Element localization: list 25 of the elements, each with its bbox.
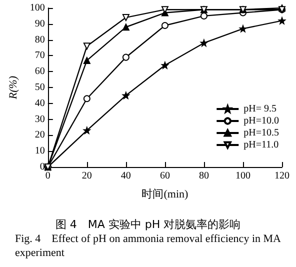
y-tick-label: 70: [34, 50, 45, 62]
y-tick-label: 100: [30, 2, 45, 14]
legend-label: pH=10.5: [244, 128, 280, 138]
x-tick-label: 60: [160, 170, 170, 182]
x-tick-label: 20: [82, 170, 92, 182]
y-tick-label: 90: [34, 18, 45, 30]
y-axis-title: R(%): [8, 76, 20, 100]
x-tick-label: 40: [120, 170, 131, 182]
y-tick-label: 50: [34, 82, 45, 93]
x-tick-label: 80: [198, 170, 209, 182]
text: 图 4 MA 实验中 pH 对脱氨率的影响: [55, 218, 241, 231]
y-tick-label: 10: [34, 146, 45, 157]
legend-label: pH=11.0: [244, 140, 279, 150]
x-tick-label: 120: [274, 170, 290, 182]
y-tick-label: 0: [40, 162, 45, 172]
text: Fig. 4 Effect of pH on ammonia removal efficiency in MA experiment: [15, 233, 284, 259]
y-tick-label: 60: [34, 66, 45, 78]
x-axis-title: 时间(min): [142, 188, 188, 200]
x-tick-label: 100: [235, 170, 250, 182]
y-tick-label: 80: [34, 34, 45, 46]
legend-label: pH= 9.5: [244, 104, 277, 114]
legend-label: pH=10.0: [244, 116, 280, 126]
y-tick-label: 30: [34, 114, 45, 125]
y-tick-label: 40: [34, 98, 45, 109]
y-tick-label: 20: [34, 130, 45, 141]
